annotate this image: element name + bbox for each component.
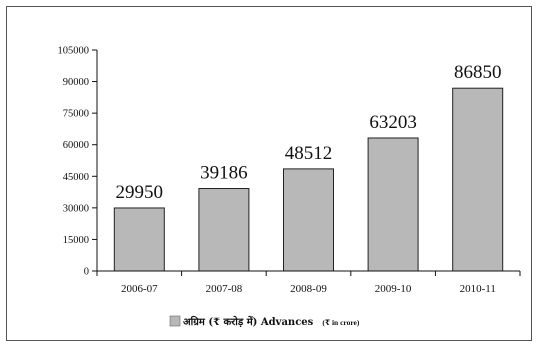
y-tick-label: 60000 [63, 140, 89, 151]
y-tick-label: 105000 [58, 46, 90, 57]
data-label: 39186 [200, 163, 248, 184]
bars [113, 87, 504, 272]
bar-2010-11 [452, 87, 504, 272]
data-label: 86850 [454, 62, 502, 83]
bar-2009-10 [367, 137, 419, 272]
bar-2007-08 [198, 188, 250, 272]
y-axis-ticks: 0 15000 30000 45000 60000 75000 90000 105000 [58, 46, 97, 278]
bar-2006-07 [113, 207, 165, 272]
legend-swatch [169, 315, 181, 327]
x-tick-label: 2009-10 [375, 283, 412, 295]
data-label: 48512 [285, 143, 333, 164]
x-tick-label: 2006-07 [121, 283, 158, 295]
y-tick-label: 75000 [63, 109, 89, 120]
legend-unit: (₹ in crore) [322, 318, 360, 327]
y-tick-label: 45000 [63, 172, 89, 183]
legend: अग्रिम (₹ करोड़ में) Advances (₹ in cror… [169, 310, 360, 329]
x-axis-ticks: 2006-07 2007-08 2008-09 2009-10 2010-11 [96, 271, 521, 295]
y-tick-label: 15000 [63, 235, 89, 246]
svg-text:अग्रिम (₹ करोड़ में) Advances: अग्रिम (₹ करोड़ में) Advances (₹ in cror… [183, 310, 360, 329]
y-tick-label: 0 [84, 267, 89, 278]
y-tick-label: 30000 [63, 203, 89, 214]
data-label: 63203 [369, 112, 417, 133]
chart-frame [6, 6, 532, 341]
x-tick-label: 2008-09 [290, 283, 327, 295]
bar-2008-09 [283, 168, 334, 272]
legend-label: अग्रिम (₹ करोड़ में) Advances [183, 315, 314, 328]
data-label: 29950 [116, 182, 164, 203]
y-tick-label: 90000 [63, 77, 89, 88]
x-tick-label: 2007-08 [206, 283, 243, 295]
data-labels: 29950 39186 48512 63203 86850 [116, 62, 502, 203]
x-tick-label: 2010-11 [460, 283, 496, 295]
